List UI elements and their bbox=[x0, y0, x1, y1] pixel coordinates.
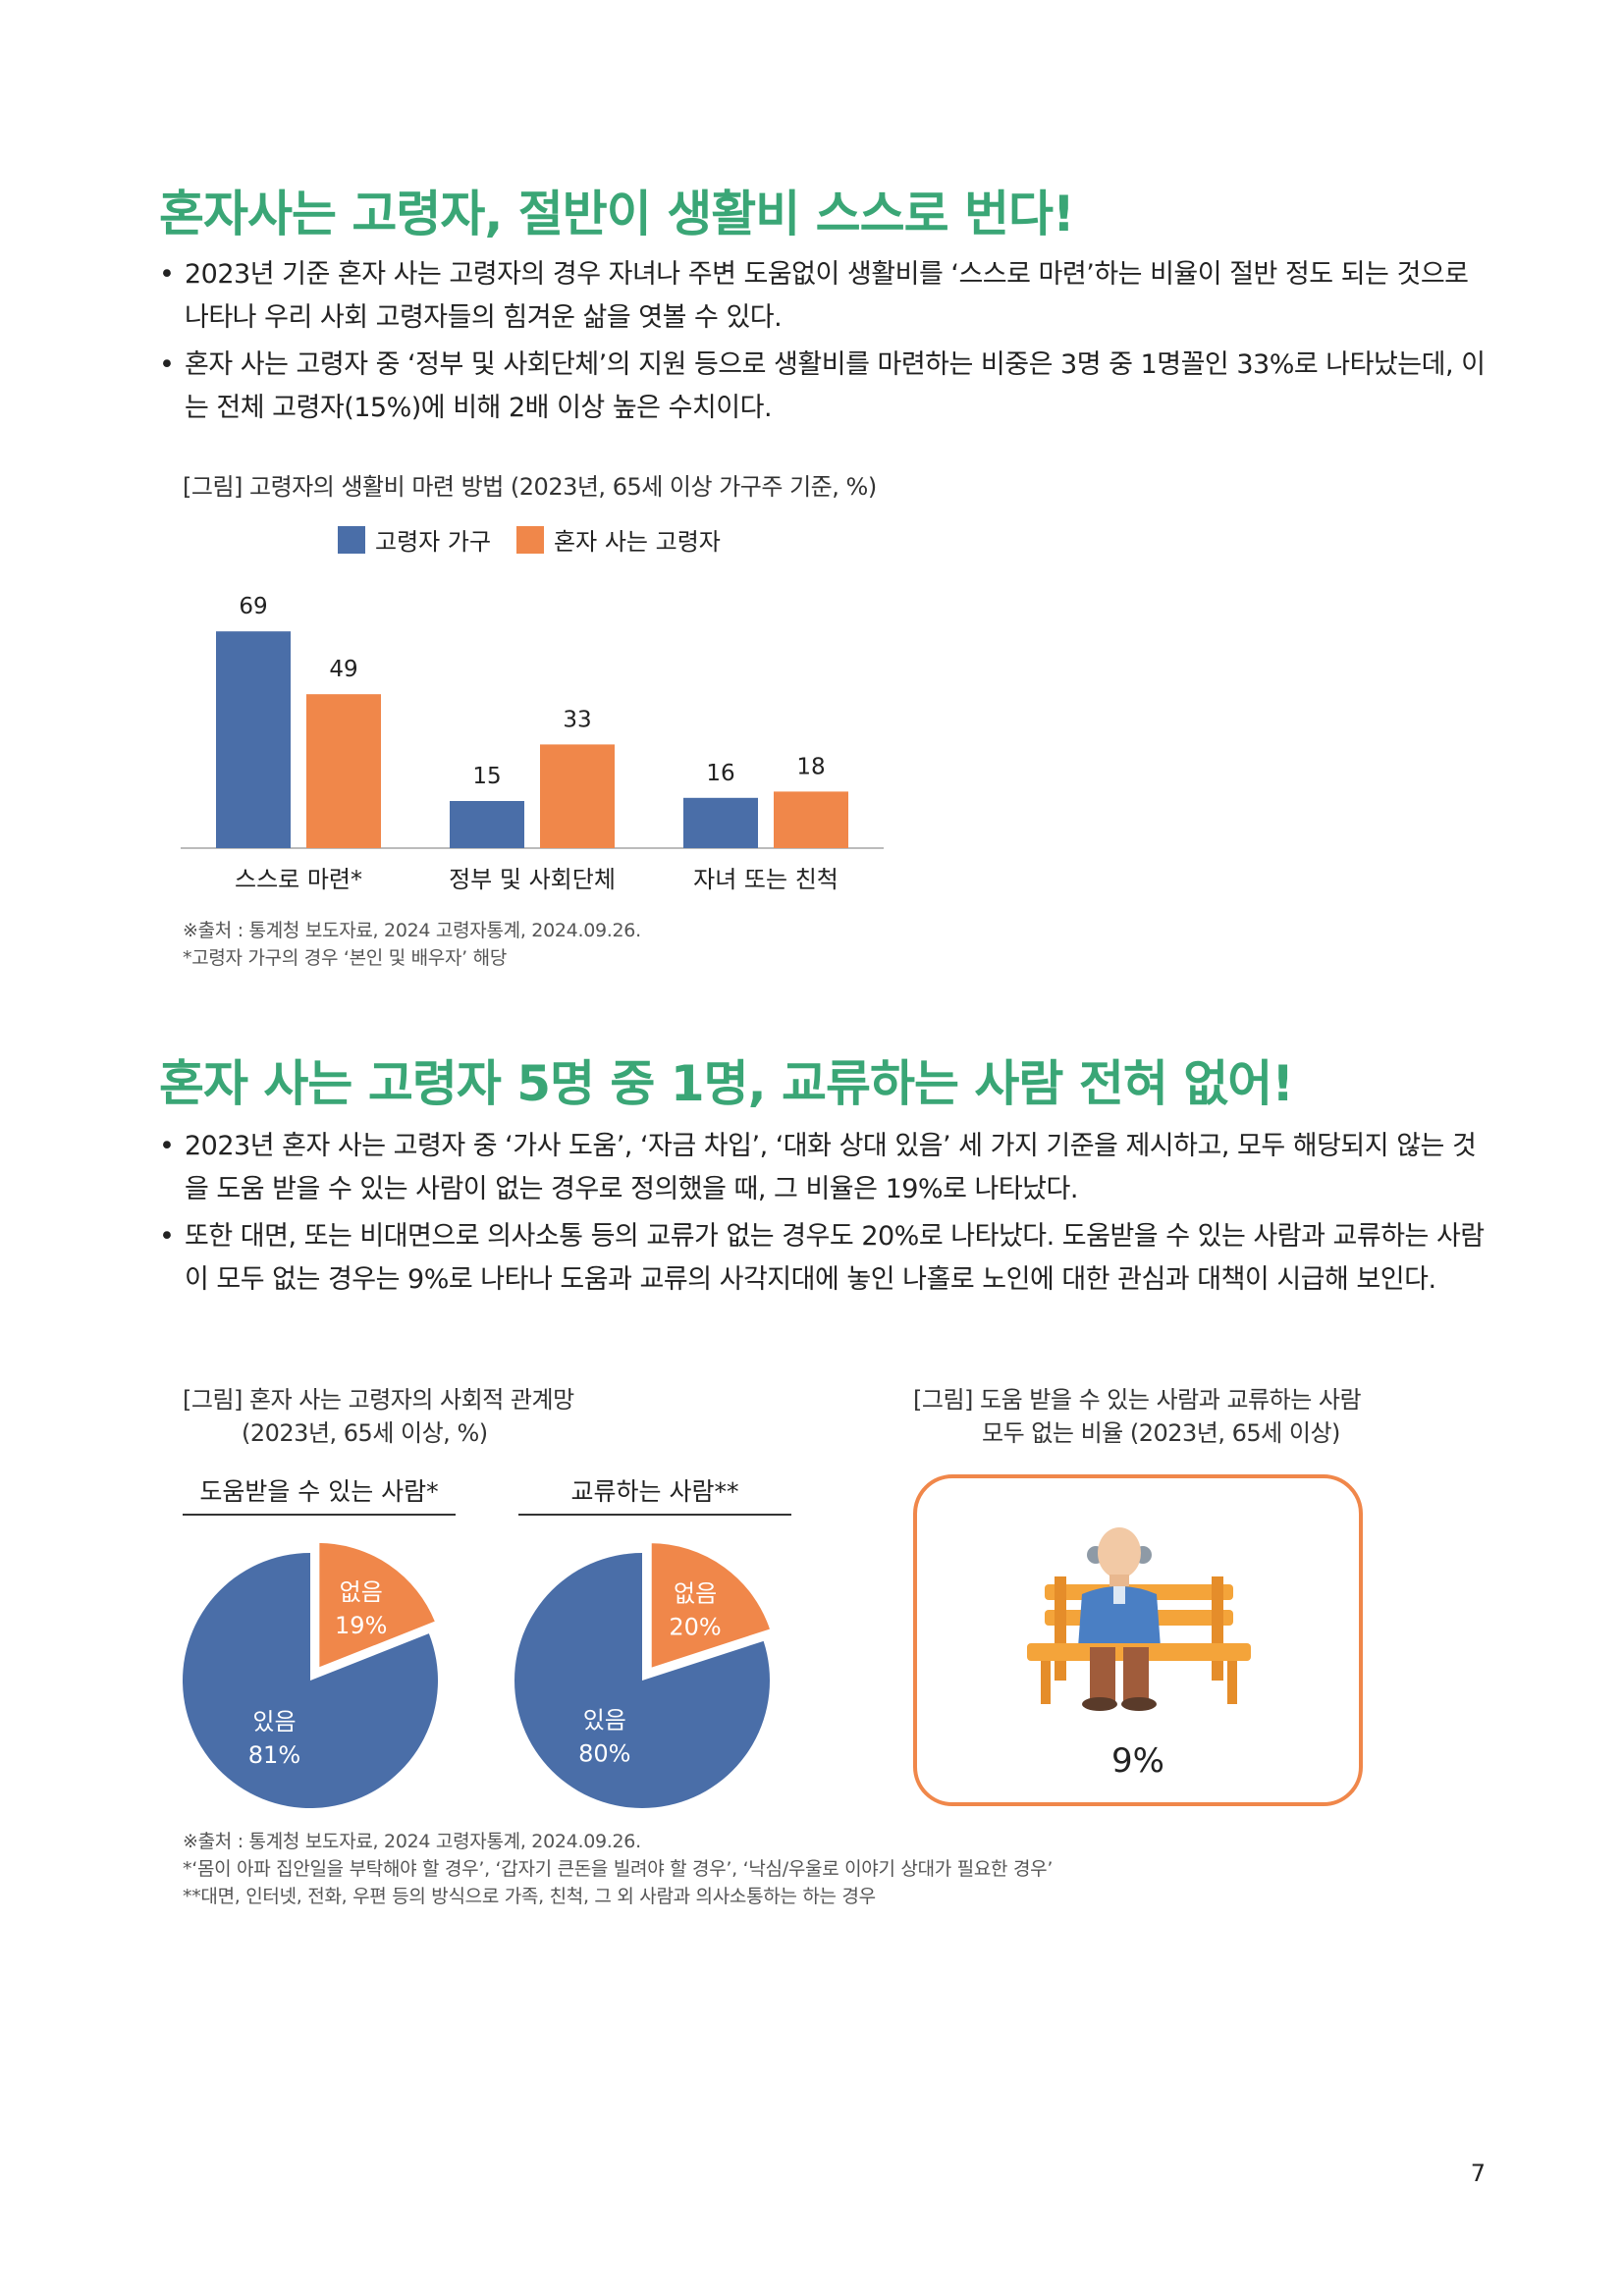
pie-slice bbox=[183, 1553, 438, 1808]
slice-label: 있음 bbox=[252, 1708, 296, 1735]
legend-item: 혼자 사는 고령자 bbox=[516, 522, 721, 557]
slice-value: 19% bbox=[335, 1612, 387, 1639]
slice-value: 81% bbox=[248, 1741, 300, 1769]
pie-slice-exploded bbox=[316, 1539, 439, 1672]
legend-item: 고령자 가구 bbox=[338, 522, 491, 557]
source-note: ※출처 : 통계청 보도자료, 2024 고령자통계, 2024.09.26. bbox=[183, 1831, 641, 1852]
section1-heading: 혼자사는 고령자, 절반이 생활비 스스로 번다! bbox=[159, 186, 1075, 242]
bullet: 2023년 혼자 사는 고령자 중 ‘가사 도움’, ‘자금 차입’, ‘대화 … bbox=[157, 1125, 1492, 1211]
slice-label: 없음 bbox=[674, 1580, 717, 1608]
figure-caption: [그림] 도움 받을 수 있는 사람과 교류하는 사람 bbox=[913, 1386, 1362, 1414]
pie-slice bbox=[514, 1553, 770, 1808]
legend-label: 고령자 가구 bbox=[375, 528, 492, 556]
footnote: *고령자 가구의 경우 ‘본인 및 배우자’ 해당 bbox=[183, 947, 507, 969]
data-label: 69 bbox=[239, 594, 267, 619]
bar bbox=[216, 631, 291, 848]
bullet: 2023년 기준 혼자 사는 고령자의 경우 자녀나 주변 도움없이 생활비를 … bbox=[157, 253, 1492, 340]
bar bbox=[774, 791, 848, 848]
figure-caption-sub: 모두 없는 비율 (2023년, 65세 이상) bbox=[982, 1419, 1340, 1447]
category-label: 스스로 마련* bbox=[235, 866, 362, 893]
pie-title-interaction: 교류하는 사람** bbox=[570, 1477, 739, 1506]
footnote: **대면, 인터넷, 전화, 우편 등의 방식으로 가족, 친척, 그 외 사람… bbox=[183, 1886, 876, 1907]
figure-caption: [그림] 혼자 사는 고령자의 사회적 관계망 bbox=[183, 1386, 574, 1414]
isolated-elderly-card: 9% bbox=[913, 1474, 1363, 1806]
section2-bullets: 2023년 혼자 사는 고령자 중 ‘가사 도움’, ‘자금 차입’, ‘대화 … bbox=[157, 1125, 1492, 1306]
slice-label: 없음 bbox=[340, 1578, 383, 1606]
bullet: 혼자 사는 고령자 중 ‘정부 및 사회단체’의 지원 등으로 생활비를 마련하… bbox=[157, 344, 1492, 430]
bar-chart: 69 49 스스로 마련* 15 33 정부 및 사회단체 16 18 자녀 또는 친척 bbox=[181, 594, 884, 893]
data-label: 18 bbox=[796, 754, 825, 779]
pie-title-help: 도움받을 수 있는 사람* bbox=[199, 1477, 439, 1506]
bar bbox=[540, 744, 615, 848]
pie-title-rule bbox=[518, 1514, 791, 1516]
page-number: 7 bbox=[1470, 2160, 1486, 2187]
section1-bullets: 2023년 기준 혼자 사는 고령자의 경우 자녀나 주변 도움없이 생활비를 … bbox=[157, 253, 1492, 434]
bullet: 또한 대면, 또는 비대면으로 의사소통 등의 교류가 없는 경우도 20%로 … bbox=[157, 1215, 1492, 1302]
figure-caption-sub: (2023년, 65세 이상, %) bbox=[242, 1419, 488, 1447]
bar bbox=[450, 801, 524, 848]
bar bbox=[306, 694, 381, 848]
slice-value: 80% bbox=[578, 1740, 630, 1768]
source-note: ※출처 : 통계청 보도자료, 2024 고령자통계, 2024.09.26. bbox=[183, 920, 641, 941]
section2-heading: 혼자 사는 고령자 5명 중 1명, 교류하는 사람 전혀 없어! bbox=[159, 1055, 1294, 1112]
category-label: 자녀 또는 친척 bbox=[693, 866, 839, 893]
slice-value: 20% bbox=[669, 1614, 721, 1641]
category-label: 정부 및 사회단체 bbox=[449, 866, 616, 893]
card-percentage: 9% bbox=[1111, 1741, 1164, 1781]
legend-swatch bbox=[338, 525, 365, 554]
legend-label: 혼자 사는 고령자 bbox=[554, 528, 721, 556]
data-label: 16 bbox=[706, 761, 734, 786]
chart-legend: 고령자 가구 혼자 사는 고령자 bbox=[338, 522, 721, 557]
figure-caption: [그림] 고령자의 생활비 마련 방법 (2023년, 65세 이상 가구주 기… bbox=[183, 473, 877, 501]
bar bbox=[683, 797, 758, 848]
data-label: 49 bbox=[329, 657, 357, 682]
data-label: 33 bbox=[563, 707, 591, 732]
footnote: *‘몸이 아파 집안일을 부탁해야 할 경우’, ‘갑자기 큰돈을 빌려야 할 … bbox=[183, 1858, 1054, 1880]
pie-chart-interaction: 없음 20% 있음 80% bbox=[514, 1540, 774, 1808]
pie-slice-exploded bbox=[648, 1540, 774, 1672]
legend-swatch bbox=[516, 525, 545, 554]
pie-title-rule bbox=[183, 1514, 456, 1516]
pie-chart-help: 없음 19% 있음 81% bbox=[183, 1539, 439, 1808]
elderly-on-bench-illustration bbox=[1027, 1527, 1251, 1711]
data-label: 15 bbox=[472, 764, 501, 789]
slice-label: 있음 bbox=[583, 1707, 626, 1735]
